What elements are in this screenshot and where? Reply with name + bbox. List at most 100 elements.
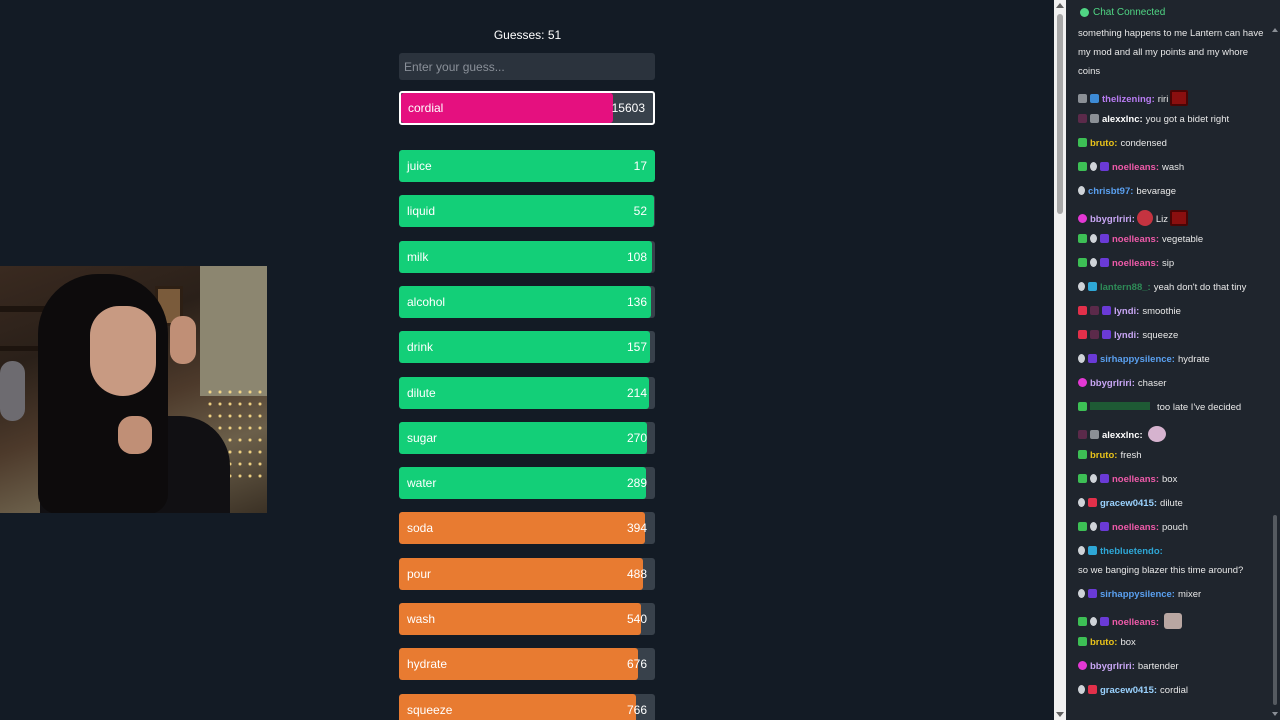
chat-badge-icon[interactable] [1090,430,1099,439]
chat-username[interactable]: noelleans: [1112,617,1159,628]
chat-badge-icon[interactable] [1100,617,1109,626]
chat-badge-icon[interactable] [1078,354,1085,363]
chat-username[interactable]: thebluetendo: [1100,546,1163,557]
chat-username[interactable]: alexxlnc: [1102,430,1143,441]
chat-badge-icon[interactable] [1078,474,1087,483]
chat-badge-icon[interactable] [1088,354,1097,363]
webcam-streamer-hand [118,416,152,454]
chat-message: noelleans: box [1078,474,1177,485]
page-scrollbar[interactable] [1054,0,1066,720]
chat-badge-icon[interactable] [1078,589,1085,598]
chat-message-text: riri [1157,94,1169,105]
chat-badge-icon[interactable] [1090,330,1099,339]
chat-badge-icon[interactable] [1100,258,1109,267]
chat-message: bruto: box [1078,637,1136,648]
chat-badge-icon[interactable] [1090,617,1097,626]
chat-username[interactable]: noelleans: [1112,234,1159,245]
chat-message-text: box [1120,637,1136,648]
chat-username[interactable]: noelleans: [1112,522,1159,533]
chat-badge-icon[interactable] [1088,589,1097,598]
guess-row: soda 394 [399,512,655,544]
chat-badge-icon[interactable] [1078,282,1085,291]
chat-message-text: yeah don't do that tiny [1153,282,1247,293]
chat-username[interactable]: noelleans: [1112,258,1159,269]
chat-badge-icon[interactable] [1078,637,1087,646]
chat-username[interactable]: chrisbt97: [1088,186,1134,197]
chat-badge-icon[interactable] [1078,258,1087,267]
chat-scroll-down-icon[interactable] [1272,712,1278,716]
chat-badge-icon[interactable] [1088,282,1097,291]
chat-message-text: chaser [1137,378,1167,389]
chat-badge-icon[interactable] [1090,234,1097,243]
scroll-up-arrow-icon[interactable] [1056,3,1064,8]
chat-badge-icon[interactable] [1088,546,1097,555]
chat-badge-icon[interactable] [1078,430,1087,439]
chat-username[interactable]: thelizening: [1102,94,1155,105]
chat-badge-icon[interactable] [1078,234,1087,243]
chat-username[interactable]: lyndi: [1114,330,1140,341]
chat-username[interactable]: bruto: [1090,138,1118,149]
chat-scroll-up-icon[interactable] [1272,28,1278,32]
guess-input[interactable] [399,53,655,80]
chat-username[interactable]: sirhappysilence: [1100,354,1175,365]
chat-badge-icon[interactable] [1090,474,1097,483]
chat-badge-icon[interactable] [1102,306,1111,315]
chat-badge-icon[interactable] [1088,498,1097,507]
chat-badge-icon[interactable] [1078,685,1085,694]
chat-badge-icon[interactable] [1100,234,1109,243]
chat-username[interactable]: alexxlnc: [1102,114,1143,125]
chat-badge-icon[interactable] [1088,685,1097,694]
current-guess-bar [401,93,613,123]
chat-badge-icon[interactable] [1090,306,1099,315]
chat-username[interactable]: lantern88_: [1100,282,1151,293]
chat-badge-icon[interactable] [1078,214,1087,223]
chat-badge-icon[interactable] [1100,522,1109,531]
chat-badge-icon[interactable] [1090,94,1099,103]
chat-badge-icon[interactable] [1090,522,1097,531]
chat-username[interactable]: bruto: [1090,637,1118,648]
chat-badge-icon[interactable] [1090,258,1097,267]
chat-badge-icon[interactable] [1102,330,1111,339]
chat-username[interactable]: bbygrlriri: [1090,214,1135,225]
chat-scrollbar-thumb[interactable] [1273,515,1277,705]
chat-username[interactable]: noelleans: [1112,162,1159,173]
chat-badge-icon[interactable] [1078,138,1087,147]
guess-word: water [407,476,437,490]
chat-username[interactable]: noelleans: [1112,474,1159,485]
chat-message: noelleans: sip [1078,258,1174,269]
chat-username[interactable] [1090,402,1150,410]
scroll-down-arrow-icon[interactable] [1056,712,1064,717]
chat-badge-icon[interactable] [1078,330,1087,339]
chat-badge-icon[interactable] [1100,474,1109,483]
chat-badge-icon[interactable] [1078,546,1085,555]
chat-badge-icon[interactable] [1078,114,1087,123]
chat-message-text: box [1162,474,1178,485]
chat-badge-icon[interactable] [1078,402,1087,411]
scrollbar-thumb[interactable] [1057,14,1063,214]
chat-username[interactable]: sirhappysilence: [1100,589,1175,600]
chat-scrollbar[interactable] [1270,0,1280,720]
connected-dot-icon [1080,7,1089,17]
chat-badge-icon[interactable] [1078,306,1087,315]
chat-username[interactable]: bbygrlriri: [1090,378,1135,389]
chat-badge-icon[interactable] [1078,378,1087,387]
chat-badge-icon[interactable] [1078,162,1087,171]
chat-username[interactable]: bruto: [1090,450,1118,461]
chat-badge-icon[interactable] [1078,522,1087,531]
chat-badge-icon[interactable] [1090,162,1097,171]
chat-username[interactable]: bbygrlriri: [1090,661,1135,672]
guess-rank: 157 [626,340,647,354]
chat-badge-icon[interactable] [1090,114,1099,123]
chat-username[interactable]: gracew0415: [1100,498,1158,509]
chat-badge-icon[interactable] [1078,661,1087,670]
chat-emote-icon [1170,90,1189,106]
chat-badge-icon[interactable] [1078,94,1087,103]
chat-message-text: vegetable [1162,234,1204,245]
chat-badge-icon[interactable] [1078,450,1087,459]
chat-badge-icon[interactable] [1078,617,1087,626]
chat-badge-icon[interactable] [1100,162,1109,171]
chat-username[interactable]: gracew0415: [1100,685,1158,696]
chat-username[interactable]: lyndi: [1114,306,1140,317]
chat-badge-icon[interactable] [1078,498,1085,507]
chat-badge-icon[interactable] [1078,186,1085,195]
